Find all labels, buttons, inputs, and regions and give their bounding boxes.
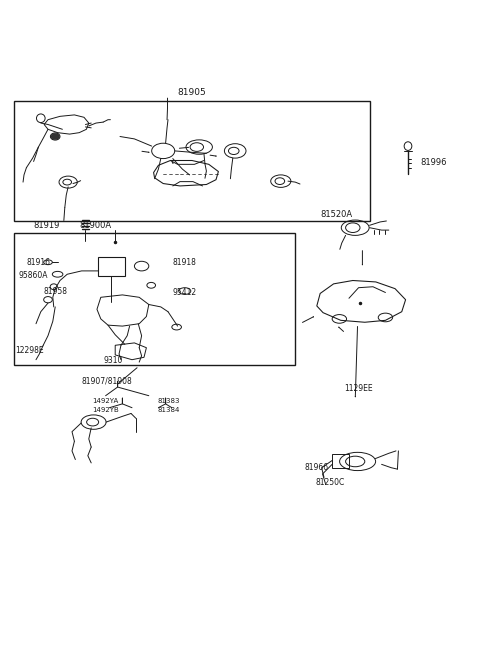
Text: 95412: 95412	[173, 288, 197, 297]
Text: 81384: 81384	[157, 407, 180, 413]
Bar	[332, 454, 349, 468]
Text: 1492YB: 1492YB	[92, 407, 119, 413]
Text: 81250C: 81250C	[316, 478, 345, 487]
Bar	[14, 101, 370, 221]
Bar	[98, 256, 125, 276]
Text: 81919: 81919	[34, 221, 60, 229]
Text: 81907/81908: 81907/81908	[82, 377, 132, 386]
Text: 1129EE: 1129EE	[345, 384, 373, 393]
Text: 81383: 81383	[157, 398, 180, 405]
Bar	[14, 233, 295, 365]
Text: 81918: 81918	[173, 258, 197, 267]
Text: 81958: 81958	[43, 286, 67, 296]
Text: 81900A: 81900A	[79, 221, 111, 229]
Text: 81916: 81916	[26, 258, 50, 267]
Ellipse shape	[51, 133, 60, 140]
Text: 81966: 81966	[305, 463, 329, 472]
Text: 9310: 9310	[103, 356, 122, 365]
Text: 81520A: 81520A	[321, 210, 353, 219]
Text: 95860A: 95860A	[18, 271, 48, 280]
Text: 1492YA: 1492YA	[92, 398, 119, 405]
Text: 81996: 81996	[420, 158, 446, 168]
Text: 81905: 81905	[178, 88, 206, 97]
Text: 12298E: 12298E	[15, 346, 44, 355]
